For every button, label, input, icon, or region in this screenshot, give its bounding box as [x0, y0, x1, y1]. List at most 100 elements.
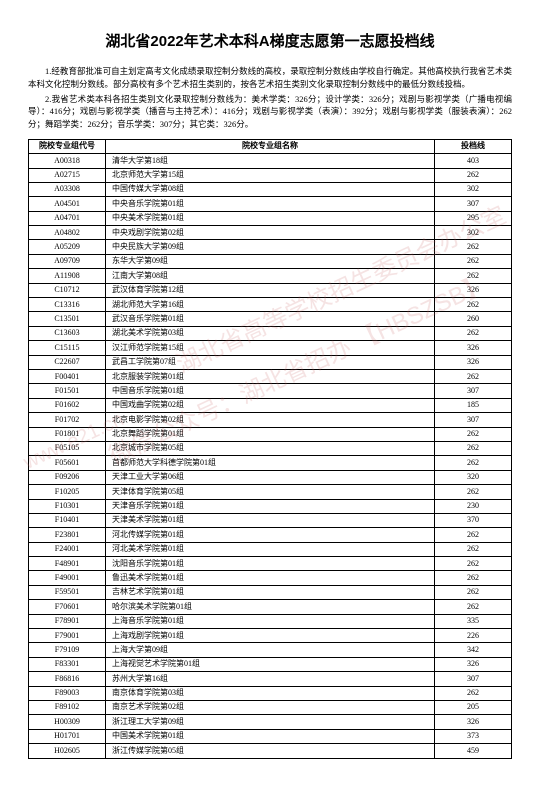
cell-score: 205 [435, 700, 512, 714]
cell-name: 中央美术学院第01组 [106, 211, 435, 225]
cell-name: 中央民族大学第09组 [106, 240, 435, 254]
cell-score: 262 [435, 571, 512, 585]
cell-code: F10301 [29, 499, 106, 513]
table-row: C10712武汉体育学院第12组326 [29, 283, 512, 297]
table-row: H01701中国美术学院第01组373 [29, 729, 512, 743]
cell-code: F24001 [29, 542, 106, 556]
table-row: F05105北京城市学院第05组262 [29, 441, 512, 455]
cell-name: 中国美术学院第01组 [106, 729, 435, 743]
table-row: F10401天津美术学院第01组370 [29, 513, 512, 527]
cell-code: A11908 [29, 269, 106, 283]
cell-score: 262 [435, 441, 512, 455]
cell-score: 326 [435, 283, 512, 297]
cell-code: F89003 [29, 686, 106, 700]
table-row: F59501吉林艺术学院第01组262 [29, 585, 512, 599]
cell-score: 307 [435, 413, 512, 427]
table-row: F09206天津工业大学第06组320 [29, 470, 512, 484]
cell-name: 武汉体育学院第12组 [106, 283, 435, 297]
table-row: F23801河北传媒学院第01组262 [29, 528, 512, 542]
cell-name: 吉林艺术学院第01组 [106, 585, 435, 599]
table-row: A09709东华大学第09组262 [29, 254, 512, 268]
cell-name: 浙江传媒学院第05组 [106, 744, 435, 758]
cell-code: F59501 [29, 585, 106, 599]
table-row: F86816苏州大学第16组307 [29, 672, 512, 686]
cell-score: 370 [435, 513, 512, 527]
cell-code: A00318 [29, 154, 106, 168]
cell-name: 苏州大学第16组 [106, 672, 435, 686]
cell-name: 上海大学第09组 [106, 643, 435, 657]
table-row: F89003南京体育学院第03组262 [29, 686, 512, 700]
table-row: C15115汉江师范学院第15组326 [29, 341, 512, 355]
table-row: F89102南京艺术学院第02组205 [29, 700, 512, 714]
table-row: F49001鲁迅美术学院第01组262 [29, 571, 512, 585]
cell-code: F01501 [29, 384, 106, 398]
cell-score: 262 [435, 485, 512, 499]
cell-score: 403 [435, 154, 512, 168]
cell-code: C10712 [29, 283, 106, 297]
cell-code: F00401 [29, 370, 106, 384]
cell-name: 湖北美术学院第03组 [106, 326, 435, 340]
table-row: F01801北京舞蹈学院第01组262 [29, 427, 512, 441]
cell-code: A02715 [29, 168, 106, 182]
cell-code: A04701 [29, 211, 106, 225]
cell-name: 中国戏曲学院第02组 [106, 398, 435, 412]
cell-name: 天津美术学院第01组 [106, 513, 435, 527]
cell-score: 262 [435, 240, 512, 254]
cell-score: 230 [435, 499, 512, 513]
table-header-row: 院校专业组代号 院校专业组名称 投档线 [29, 139, 512, 153]
cell-name: 上海音乐学院第01组 [106, 614, 435, 628]
cell-code: A04802 [29, 226, 106, 240]
cell-score: 185 [435, 398, 512, 412]
cell-score: 262 [435, 686, 512, 700]
cell-score: 320 [435, 470, 512, 484]
cell-score: 260 [435, 312, 512, 326]
cell-name: 中国音乐学院第01组 [106, 384, 435, 398]
cell-score: 226 [435, 629, 512, 643]
cell-code: A09709 [29, 254, 106, 268]
cell-code: F86816 [29, 672, 106, 686]
cell-code: F01801 [29, 427, 106, 441]
cell-score: 459 [435, 744, 512, 758]
cell-name: 沈阳音乐学院第01组 [106, 557, 435, 571]
cell-code: A04501 [29, 197, 106, 211]
cell-name: 上海视觉艺术学院第01组 [106, 657, 435, 671]
cell-name: 北京电影学院第02组 [106, 413, 435, 427]
cell-name: 河北传媒学院第01组 [106, 528, 435, 542]
cell-name: 上海戏剧学院第01组 [106, 629, 435, 643]
table-row: F24001河北美术学院第01组262 [29, 542, 512, 556]
cell-name: 北京城市学院第05组 [106, 441, 435, 455]
table-row: A00318清华大学第18组403 [29, 154, 512, 168]
cell-name: 江南大学第08组 [106, 269, 435, 283]
table-row: F83301上海视觉艺术学院第01组326 [29, 657, 512, 671]
table-row: A04701中央美术学院第01组295 [29, 211, 512, 225]
table-row: H02605浙江传媒学院第05组459 [29, 744, 512, 758]
table-row: C13316湖北师范大学第16组262 [29, 298, 512, 312]
cell-code: F05105 [29, 441, 106, 455]
cell-name: 鲁迅美术学院第01组 [106, 571, 435, 585]
table-row: A04802中央戏剧学院第02组302 [29, 226, 512, 240]
cell-score: 262 [435, 600, 512, 614]
cell-name: 天津音乐学院第01组 [106, 499, 435, 513]
table-row: F10301天津音乐学院第01组230 [29, 499, 512, 513]
table-row: F70601哈尔滨美术学院第01组262 [29, 600, 512, 614]
cell-code: A03308 [29, 182, 106, 196]
cell-score: 307 [435, 197, 512, 211]
cell-score: 302 [435, 226, 512, 240]
cell-code: F70601 [29, 600, 106, 614]
cell-code: F23801 [29, 528, 106, 542]
cell-name: 中央音乐学院第01组 [106, 197, 435, 211]
cell-score: 262 [435, 585, 512, 599]
table-row: F79109上海大学第09组342 [29, 643, 512, 657]
cell-name: 清华大学第18组 [106, 154, 435, 168]
cell-code: F79001 [29, 629, 106, 643]
cell-score: 326 [435, 341, 512, 355]
table-row: F79001上海戏剧学院第01组226 [29, 629, 512, 643]
cell-name: 东华大学第09组 [106, 254, 435, 268]
cell-code: F01602 [29, 398, 106, 412]
cell-score: 302 [435, 182, 512, 196]
cell-name: 天津体育学院第05组 [106, 485, 435, 499]
cell-score: 262 [435, 542, 512, 556]
cell-code: C13603 [29, 326, 106, 340]
header-name: 院校专业组名称 [106, 139, 435, 153]
cell-score: 262 [435, 168, 512, 182]
